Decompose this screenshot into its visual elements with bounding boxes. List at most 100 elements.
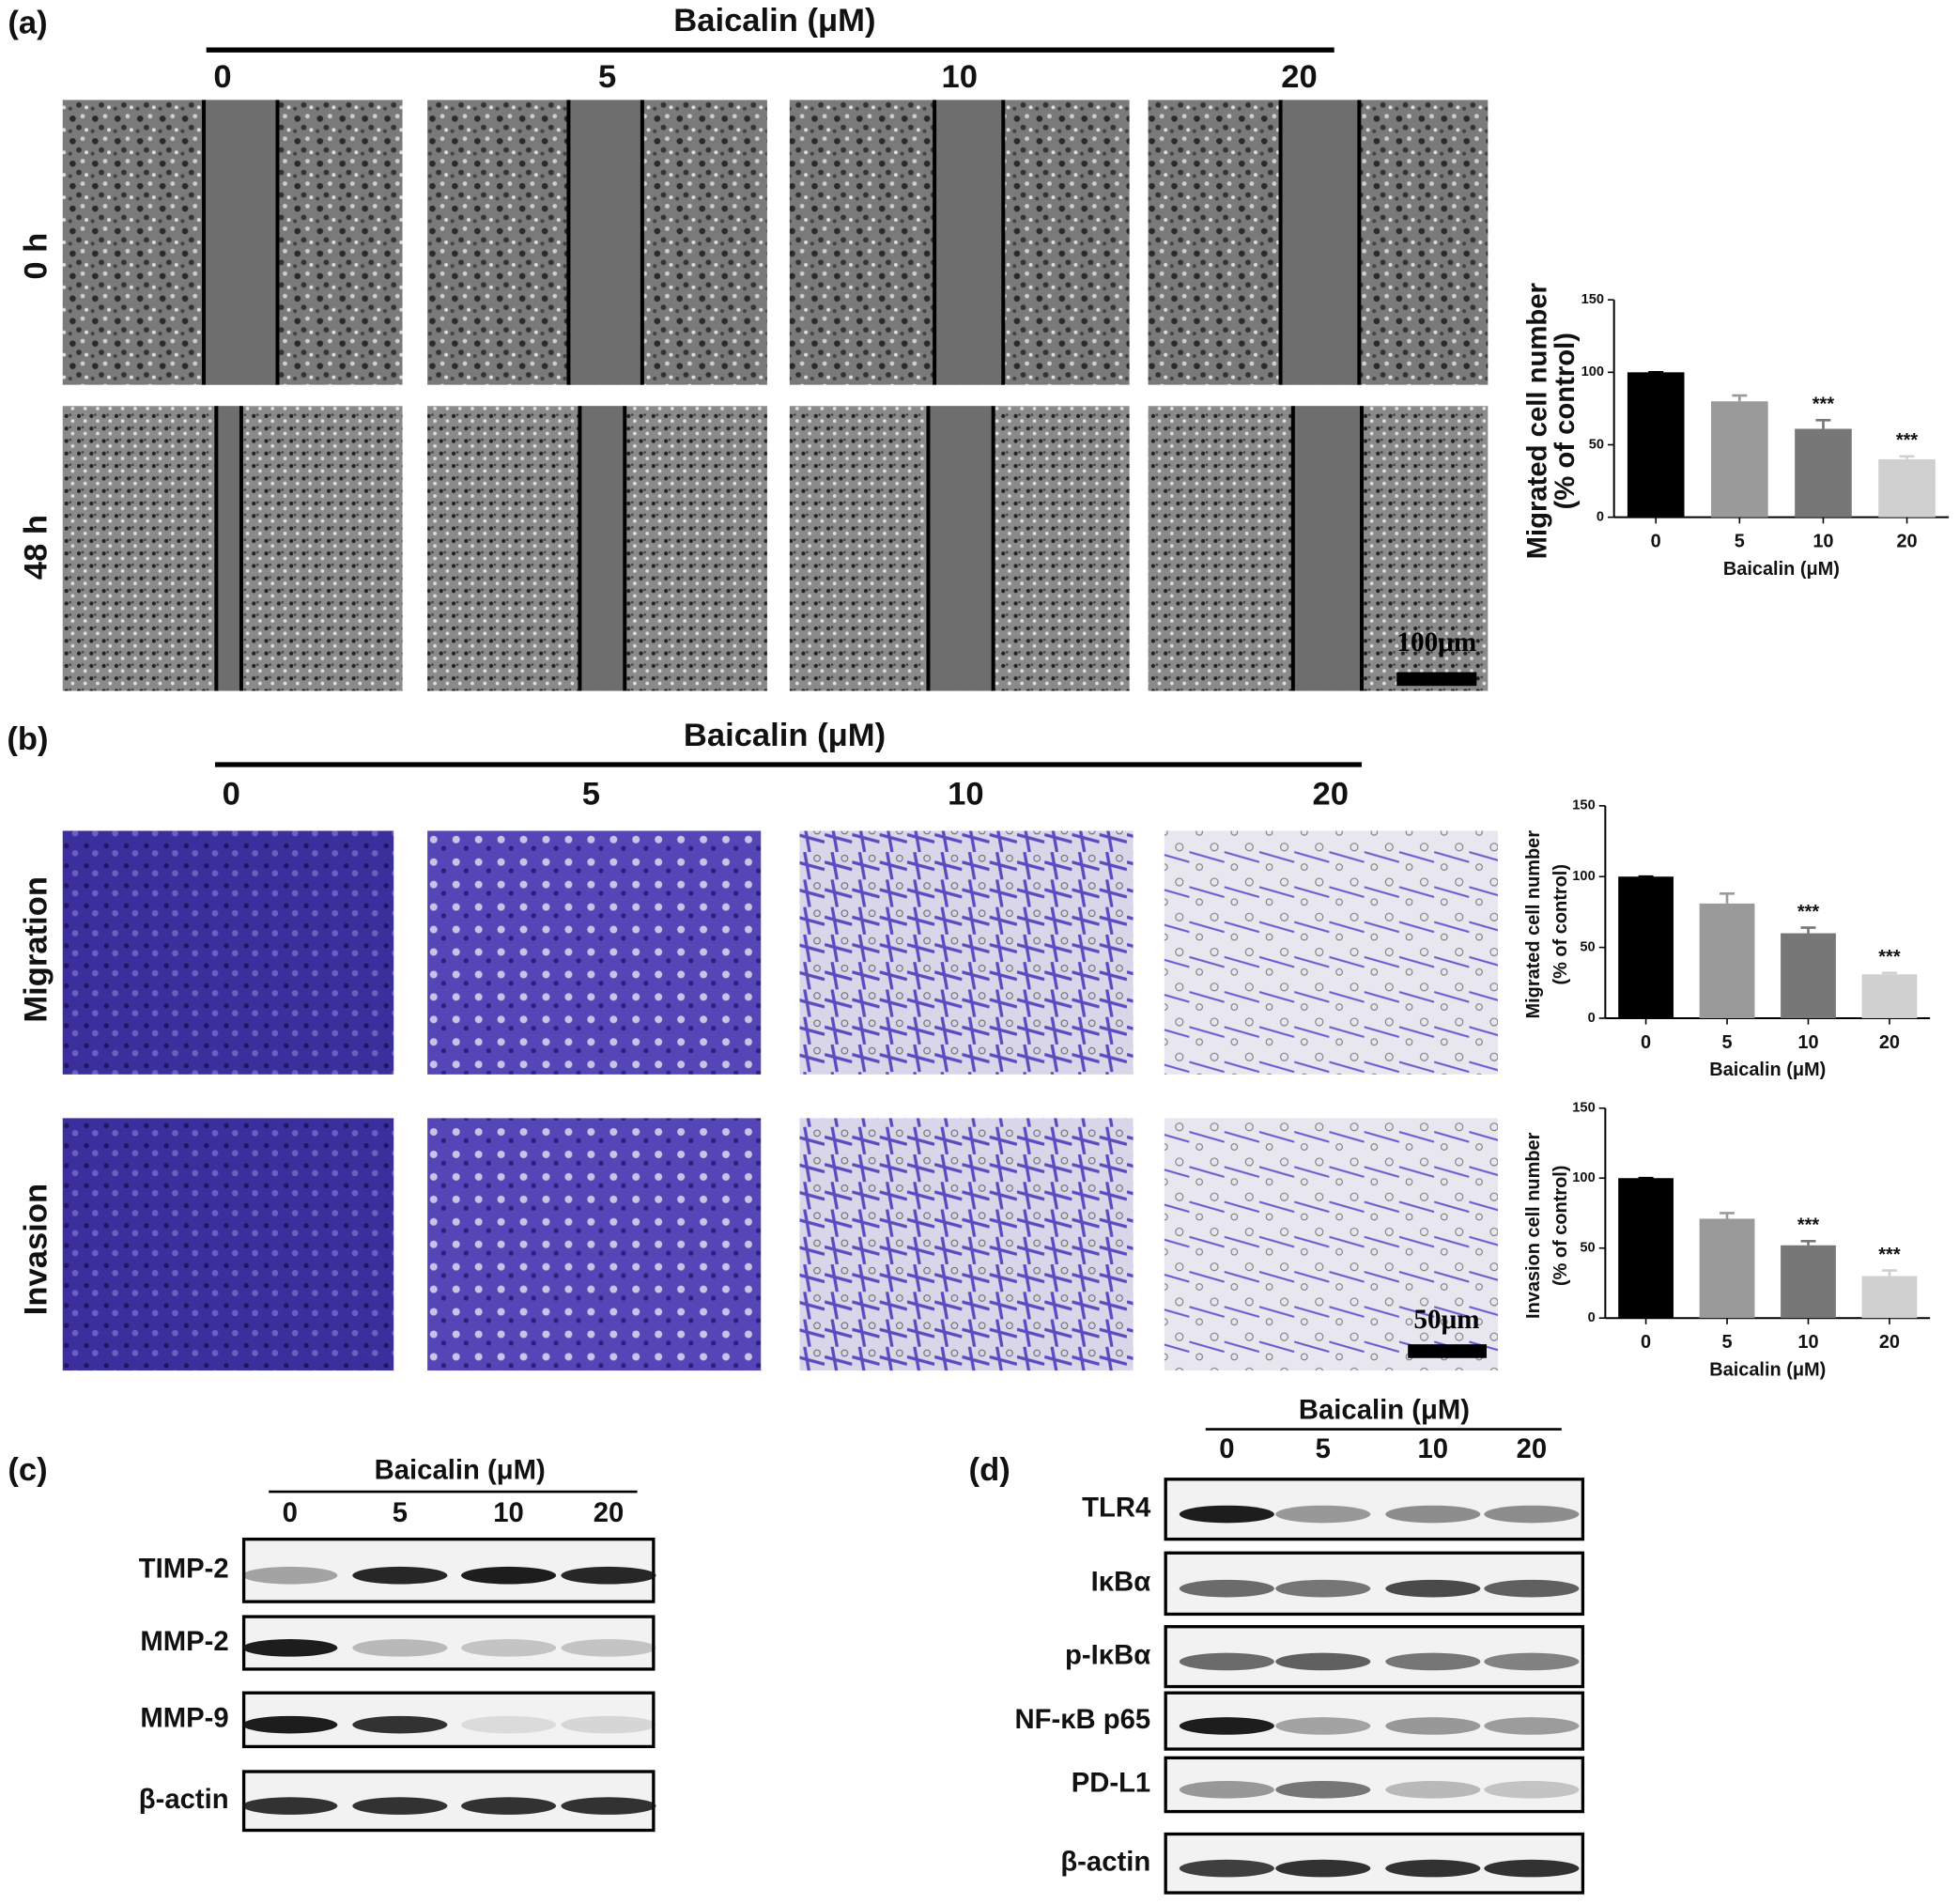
- blot-band: [1385, 1579, 1481, 1598]
- y-axis-title: Migrated cell number: [1523, 830, 1544, 1019]
- blot-band: [1179, 1652, 1274, 1671]
- error-bar: [1815, 418, 1831, 429]
- x-tick-label: 0: [1641, 1332, 1651, 1353]
- wound-gap: [1292, 406, 1362, 691]
- x-tick-label: 5: [1721, 1332, 1732, 1353]
- blot-band: [242, 1797, 338, 1815]
- significance: ***: [1797, 902, 1820, 922]
- blot-band: [1179, 1717, 1274, 1735]
- bar: [1618, 1178, 1674, 1319]
- blot-band: [461, 1566, 557, 1585]
- x-tick-label: 20: [1896, 532, 1917, 552]
- blot-band: [461, 1639, 557, 1657]
- y-tick-label: 50: [1580, 1241, 1595, 1256]
- blot-band: [1179, 1579, 1274, 1598]
- dose-label: 20: [1313, 776, 1349, 812]
- bar: [1627, 372, 1685, 518]
- dose-label: 10: [1418, 1434, 1449, 1464]
- wound-edge: [933, 100, 937, 385]
- blot-band: [1484, 1859, 1580, 1878]
- row-label: Migration: [18, 876, 54, 1023]
- bar: [1781, 1245, 1836, 1319]
- protein-label: NF-κB p65: [1015, 1705, 1151, 1735]
- transwell-image: [1164, 830, 1498, 1075]
- wound-edge: [1290, 406, 1295, 691]
- x-axis-title: Baicalin (μM): [1709, 1060, 1826, 1080]
- dose-label: 20: [1517, 1434, 1548, 1464]
- blot-band: [1484, 1717, 1580, 1735]
- blot-band: [561, 1715, 656, 1734]
- panel-label: (b): [7, 721, 48, 757]
- bar: [1861, 974, 1918, 1018]
- wound-edge: [214, 406, 219, 691]
- wound-gap: [568, 100, 642, 385]
- x-axis-title: Baicalin (μM): [1723, 559, 1840, 580]
- row-label: 48 h: [18, 515, 54, 580]
- treatment-title: Baicalin (μM): [1299, 1396, 1470, 1426]
- wound-edge: [926, 406, 931, 691]
- y-tick-label: 100: [1572, 869, 1595, 884]
- dose-label: 10: [948, 776, 983, 812]
- y-axis-title: Invasion cell number: [1523, 1132, 1544, 1319]
- significance: ***: [1812, 395, 1835, 415]
- wound-edge: [202, 100, 207, 385]
- y-tick-label: 0: [1588, 1011, 1596, 1026]
- wound-gap: [1280, 100, 1360, 385]
- y-axis-title: Migrated cell number: [1523, 283, 1553, 559]
- error-bar: [1800, 1239, 1816, 1246]
- y-tick-label: 50: [1589, 437, 1604, 452]
- y-tick-label: 150: [1572, 798, 1595, 813]
- error-bar: [1881, 1269, 1897, 1277]
- blot-band: [1484, 1505, 1580, 1524]
- x-tick-label: 20: [1879, 1332, 1900, 1353]
- dose-label: 20: [594, 1498, 625, 1528]
- dose-label: 20: [1281, 59, 1317, 95]
- error-bar: [1732, 394, 1748, 402]
- wound-edge: [566, 100, 571, 385]
- dose-label: 5: [598, 59, 616, 95]
- y-tick-label: 50: [1580, 939, 1595, 954]
- transwell-image: [62, 1118, 394, 1371]
- x-tick-label: 5: [1735, 532, 1745, 552]
- blot-band: [242, 1566, 338, 1585]
- protein-label: β-actin: [139, 1785, 229, 1815]
- scale-bar-label: 100μm: [1396, 627, 1476, 658]
- y-axis-title: (% of control): [1550, 1166, 1571, 1286]
- blot-band: [1275, 1579, 1371, 1598]
- significance: ***: [1878, 1245, 1901, 1265]
- blot-band: [561, 1566, 656, 1585]
- error-bar: [1800, 926, 1816, 934]
- blot-band: [561, 1797, 656, 1815]
- bar: [1618, 876, 1674, 1018]
- scale-bar-label: 50μm: [1413, 1305, 1479, 1335]
- transwell-image: [62, 830, 394, 1075]
- wound-gap: [934, 100, 1004, 385]
- bar: [1711, 401, 1768, 518]
- y-tick-label: 150: [1572, 1101, 1595, 1116]
- wound-edge: [239, 406, 243, 691]
- blot-band: [1484, 1579, 1580, 1598]
- scale-bar: [1396, 672, 1477, 687]
- wound-gap: [204, 100, 278, 385]
- error-bar: [1899, 455, 1915, 459]
- protein-label: TLR4: [1082, 1493, 1151, 1523]
- blot-band: [1179, 1505, 1274, 1524]
- error-bar: [1720, 892, 1735, 904]
- panel-label: (c): [8, 1452, 47, 1488]
- x-tick-label: 0: [1641, 1032, 1651, 1053]
- protein-label: β-actin: [1060, 1848, 1150, 1878]
- wound-edge: [623, 406, 627, 691]
- blot-band: [1385, 1717, 1481, 1735]
- blot-band: [1179, 1780, 1274, 1799]
- blot-band: [1385, 1652, 1481, 1671]
- x-axis-title: Baicalin (μM): [1709, 1359, 1826, 1380]
- wound-edge: [578, 406, 582, 691]
- transwell-image: [799, 830, 1134, 1075]
- blot-strip: [1164, 1756, 1585, 1814]
- protein-label: PD-L1: [1072, 1769, 1151, 1799]
- transwell-image: [1164, 1118, 1498, 1371]
- protein-label: p-IκBα: [1065, 1640, 1150, 1670]
- wound-edge: [991, 406, 995, 691]
- x-tick-label: 0: [1651, 532, 1661, 552]
